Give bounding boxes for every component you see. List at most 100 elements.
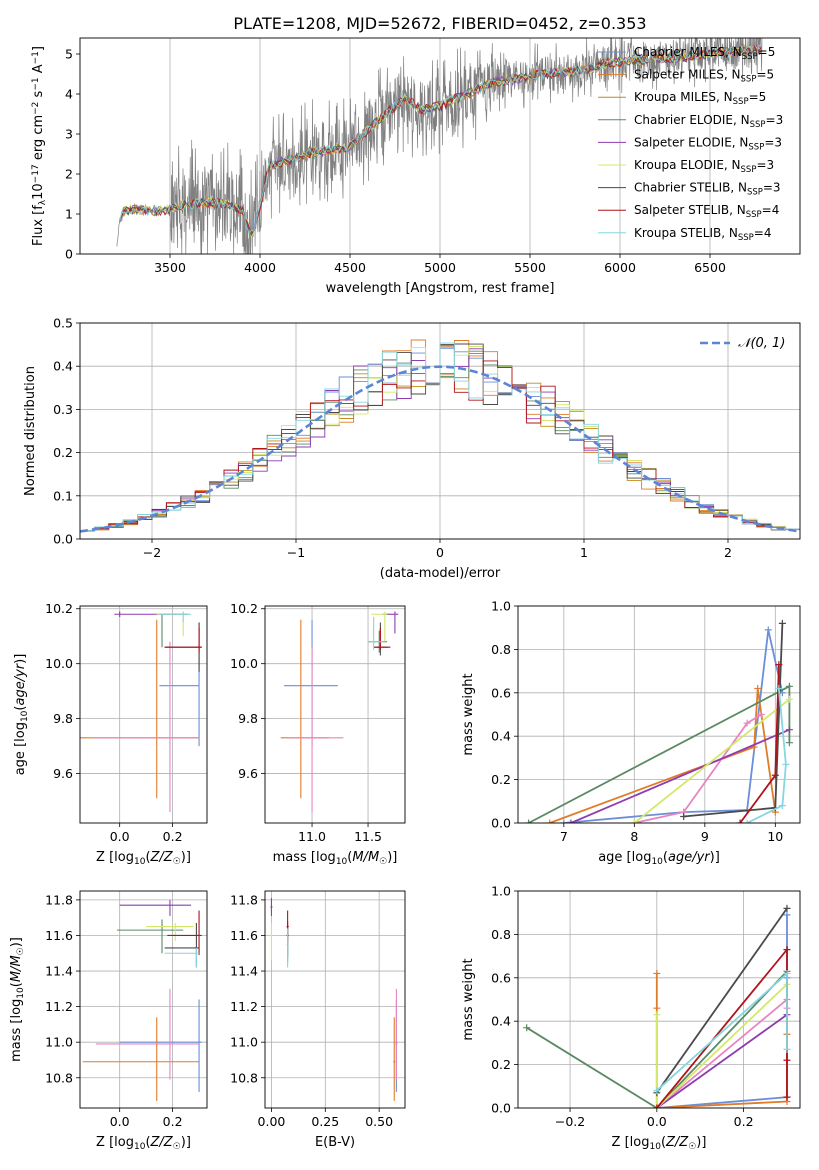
- y-axis-label: mass [log10(M/M☉)]: [9, 937, 26, 1062]
- y-axis-label: Normed distribution: [23, 366, 38, 496]
- y-tick-label: 0: [65, 247, 73, 262]
- y-tick-label: 0.3: [53, 402, 73, 417]
- weight-marker: [680, 812, 688, 820]
- legend: Chabrier MILES, NSSP=5 Salpeter MILES, NS…: [598, 45, 783, 242]
- plot-area: [280, 611, 399, 813]
- panel-mass-vs-EBV: 0.00 0.25 0.50 10.8 11.0 11.2 11.4 11.6 11.8 E(B-…: [230, 890, 406, 1150]
- error-bar: [159, 611, 192, 623]
- weight-marker: [630, 819, 638, 823]
- y-tick-label: 0.5: [53, 316, 73, 331]
- y-tick-label: 0.8: [491, 927, 511, 942]
- error-bar: [270, 898, 273, 916]
- y-tick-label: 0.2: [53, 445, 73, 460]
- x-tick-label: 0.2: [163, 1114, 183, 1129]
- x-tick-label: −1: [287, 545, 305, 560]
- y-tick-label: 9.6: [53, 766, 73, 781]
- weight-marker: [783, 1056, 791, 1064]
- y-tick-label: 9.8: [53, 711, 73, 726]
- weight-marker: [757, 711, 765, 718]
- y-tick-label: 11.8: [45, 892, 73, 907]
- y-tick-label: 10.0: [45, 656, 73, 671]
- x-tick-label: 0.25: [311, 1114, 339, 1129]
- plot-area: [270, 898, 398, 1101]
- x-axis-label: wavelength [Angstrom, rest frame]: [326, 281, 555, 296]
- weight-marker: [567, 819, 575, 823]
- y-tick-label: 10.0: [230, 656, 258, 671]
- legend-label: Chabrier STELIB, NSSP=3: [634, 181, 781, 198]
- y-tick-label: 10.2: [230, 601, 258, 616]
- plot-area: [80, 611, 202, 813]
- y-tick-label: 0.8: [491, 642, 511, 657]
- axes-frame: [517, 605, 801, 824]
- error-bar: [146, 923, 194, 941]
- legend-label: Kroupa STELIB, NSSP=4: [634, 226, 772, 243]
- weight-line: [746, 688, 787, 823]
- weight-marker: [785, 682, 793, 690]
- error-bar: [119, 999, 202, 1092]
- legend: 𝒩(0, 1): [700, 336, 785, 351]
- weight-marker: [783, 911, 791, 919]
- x-tick-label: 4500: [334, 260, 366, 275]
- error-bar: [164, 947, 200, 968]
- y-axis-label: Flux [fλ10−17 erg cm−2 s−1 A−1]: [31, 46, 48, 246]
- weight-marker: [754, 684, 762, 692]
- y-tick-label: 2: [65, 167, 73, 182]
- legend-label: Chabrier MILES, NSSP=5: [634, 45, 775, 62]
- x-tick-label: −2: [143, 545, 161, 560]
- error-bar: [82, 1017, 200, 1101]
- panel-age-vs-Z: 0.0 0.2 9.6 9.8 10.0 10.2 Z [log10(Z/Z☉)] age […: [13, 601, 208, 867]
- weight-marker: [546, 819, 554, 823]
- y-axis-label: age [log10(age/yr)]: [13, 654, 30, 776]
- x-tick-label: 6500: [694, 260, 726, 275]
- x-tick-label: −0.2: [555, 1114, 585, 1129]
- panel-weight-vs-age: 7 8 9 10 0.0 0.2 0.4 0.6 0.8 1.0 age [log10(age/yr…: [461, 599, 801, 867]
- error-bar: [95, 988, 200, 1080]
- error-bar: [93, 641, 200, 813]
- x-tick-label: 11.5: [354, 829, 382, 844]
- error-bar: [289, 647, 344, 813]
- x-tick-label: 4000: [244, 260, 276, 275]
- y-tick-label: 0.6: [491, 970, 511, 985]
- x-tick-label: 3500: [154, 260, 186, 275]
- weight-line: [633, 698, 790, 823]
- error-bar: [164, 627, 202, 653]
- error-bar: [119, 899, 192, 916]
- plot-area: [523, 904, 791, 1108]
- x-axis-label: age [log10(age/yr)]: [598, 850, 720, 867]
- plot-area: [116, 38, 763, 254]
- x-tick-label: 0: [436, 545, 444, 560]
- axes-frame: [517, 890, 801, 1109]
- y-axis-label: mass weight: [461, 673, 476, 755]
- x-tick-label: 0.50: [365, 1114, 393, 1129]
- y-tick-label: 11.2: [230, 999, 258, 1014]
- weight-marker: [778, 802, 786, 810]
- legend-label: Chabrier ELODIE, NSSP=3: [634, 113, 783, 130]
- y-tick-label: 0.2: [491, 772, 511, 787]
- figure-title: PLATE=1208, MJD=52672, FIBERID=0452, z=0…: [233, 14, 646, 33]
- panel-age-vs-mass: 11.0 11.5 9.6 9.8 10.0 10.2 mass [log10(M/M☉)]: [230, 601, 406, 867]
- weight-line: [634, 713, 762, 823]
- y-tick-label: 0.2: [491, 1057, 511, 1072]
- weight-line: [655, 983, 788, 1108]
- y-tick-label: 9.8: [238, 711, 258, 726]
- y-tick-label: 11.0: [45, 1035, 73, 1050]
- error-bar: [167, 910, 202, 956]
- y-tick-label: 3: [65, 127, 73, 142]
- x-axis-label: E(B-V): [315, 1135, 355, 1150]
- grid: [80, 606, 207, 823]
- axes-frame: [79, 890, 208, 1109]
- y-tick-label: 11.2: [45, 999, 73, 1014]
- error-bar: [393, 1017, 396, 1101]
- x-tick-label: 0.2: [734, 1114, 754, 1129]
- error-bar: [270, 923, 273, 961]
- y-tick-label: 11.4: [230, 964, 258, 979]
- weight-marker: [782, 760, 790, 768]
- y-tick-label: 0.4: [491, 1014, 511, 1029]
- y-tick-label: 0.6: [491, 685, 511, 700]
- weight-marker: [525, 819, 533, 823]
- x-tick-label: 8: [630, 829, 638, 844]
- weight-marker: [743, 719, 751, 727]
- weight-marker: [775, 661, 783, 669]
- error-bar: [286, 928, 289, 968]
